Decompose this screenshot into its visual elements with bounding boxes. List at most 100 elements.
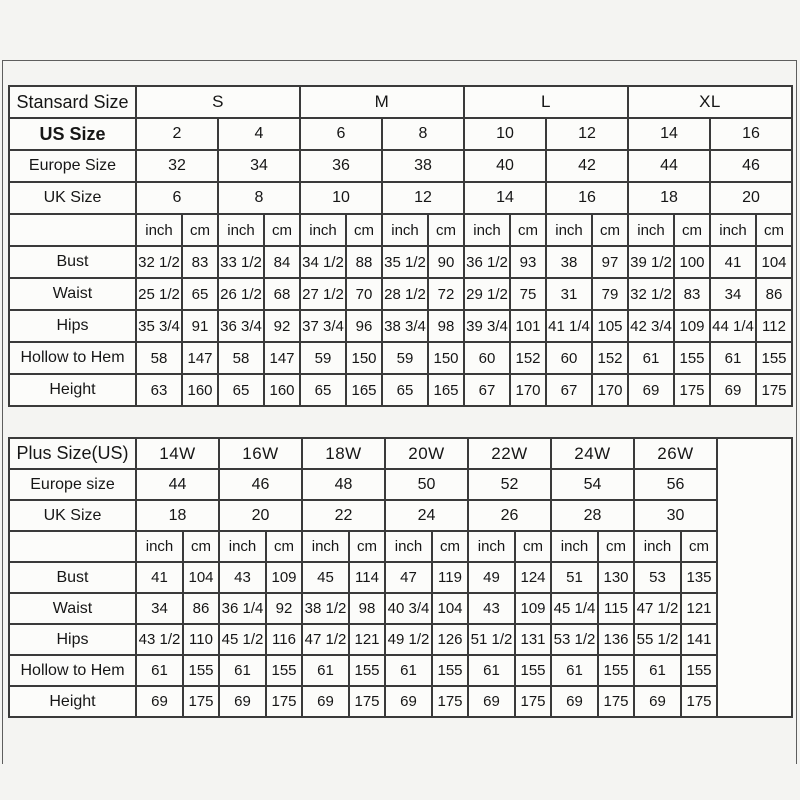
measure-value-cell: 90 [427, 245, 465, 279]
measure-value-cell: 61 [550, 654, 599, 687]
row-label: Bust [8, 245, 137, 279]
measure-value-cell: 65 [217, 373, 265, 407]
size-value-cell: 8 [381, 117, 465, 151]
size-value-cell: 46 [218, 468, 303, 501]
size-value-cell: 20 [709, 181, 793, 215]
measure-value-cell: 141 [680, 623, 718, 656]
table-row: Hips 43 1/2 110 45 1/2 116 47 1/2 121 49 1/2 126… [8, 623, 792, 656]
measure-value-cell: 109 [514, 592, 552, 625]
measure-value-cell: 38 3/4 [381, 309, 429, 343]
measure-value-cell: 165 [345, 373, 383, 407]
measure-value-cell: 45 [301, 561, 350, 594]
size-group-cell: L [463, 85, 629, 119]
size-value-cell: 12 [381, 181, 465, 215]
measure-value-cell: 60 [463, 341, 511, 375]
table-row: Waist 34 86 36 1/4 92 38 1/2 98 40 3/4 104 43 109 4… [8, 592, 792, 625]
table-row: Hips 35 3/4 91 36 3/4 92 37 3/4 96 38 3/4 98 39 3… [8, 309, 793, 343]
measure-value-cell: 155 [755, 341, 793, 375]
measure-value-cell: 155 [514, 654, 552, 687]
measure-value-cell: 155 [182, 654, 220, 687]
measure-value-cell: 155 [680, 654, 718, 687]
unit-cell: cm [755, 213, 793, 247]
measure-value-cell: 69 [384, 685, 433, 718]
size-group-cell: 14W [135, 437, 220, 470]
size-value-cell: 30 [633, 499, 718, 532]
measure-value-cell: 100 [673, 245, 711, 279]
size-value-cell: 12 [545, 117, 629, 151]
row-label: Hollow to Hem [8, 654, 137, 687]
table-row: Waist 25 1/2 65 26 1/2 68 27 1/2 70 28 1/2 72 29 … [8, 277, 793, 311]
table-row: UK Size 18 20 22 24 26 28 30 [8, 499, 792, 532]
measure-value-cell: 42 3/4 [627, 309, 675, 343]
measure-value-cell: 155 [673, 341, 711, 375]
measure-value-cell: 53 1/2 [550, 623, 599, 656]
size-value-cell: 52 [467, 468, 552, 501]
measure-value-cell: 43 [218, 561, 267, 594]
measure-value-cell: 29 1/2 [463, 277, 511, 311]
measure-value-cell: 34 1/2 [299, 245, 347, 279]
measure-value-cell: 83 [673, 277, 711, 311]
measure-value-cell: 91 [181, 309, 219, 343]
size-value-cell: 16 [709, 117, 793, 151]
measure-value-cell: 55 1/2 [633, 623, 682, 656]
size-group-cell: XL [627, 85, 793, 119]
measure-value-cell: 36 3/4 [217, 309, 265, 343]
table-row: inch cm inch cm inch cm inch cm inch cm inch cm inch… [8, 213, 793, 247]
size-group-cell: 26W [633, 437, 718, 470]
measure-value-cell: 31 [545, 277, 593, 311]
measure-value-cell: 51 1/2 [467, 623, 516, 656]
size-value-cell: 50 [384, 468, 469, 501]
measure-value-cell: 61 [384, 654, 433, 687]
row-label: Bust [8, 561, 137, 594]
measure-value-cell: 69 [467, 685, 516, 718]
measure-value-cell: 47 1/2 [301, 623, 350, 656]
measure-value-cell: 155 [265, 654, 303, 687]
measure-value-cell: 47 [384, 561, 433, 594]
measure-value-cell: 79 [591, 277, 629, 311]
measure-value-cell: 34 [709, 277, 757, 311]
measure-value-cell: 130 [597, 561, 635, 594]
measure-value-cell: 61 [467, 654, 516, 687]
measure-value-cell: 83 [181, 245, 219, 279]
measure-value-cell: 105 [591, 309, 629, 343]
measure-value-cell: 58 [217, 341, 265, 375]
measure-value-cell: 49 1/2 [384, 623, 433, 656]
measure-value-cell: 147 [263, 341, 301, 375]
measure-value-cell: 69 [633, 685, 682, 718]
table-row: inch cm inch cm inch cm inch cm inch cm inch cm inch… [8, 530, 792, 563]
measure-value-cell: 49 [467, 561, 516, 594]
measure-value-cell: 101 [509, 309, 547, 343]
row-label: US Size [8, 117, 137, 151]
unit-cell: inch [301, 530, 350, 563]
measure-value-cell: 61 [633, 654, 682, 687]
measure-value-cell: 47 1/2 [633, 592, 682, 625]
measure-value-cell: 65 [181, 277, 219, 311]
measure-value-cell: 65 [381, 373, 429, 407]
measure-value-cell: 59 [299, 341, 347, 375]
unit-cell: inch [299, 213, 347, 247]
table-row: Hollow to Hem 61 155 61 155 61 155 61 155 61 155 61… [8, 654, 792, 687]
size-group-cell: M [299, 85, 465, 119]
table-row: US Size 2 4 6 8 10 12 14 16 [8, 117, 793, 151]
measure-value-cell: 155 [597, 654, 635, 687]
unit-cell: inch [545, 213, 593, 247]
measure-value-cell: 61 [709, 341, 757, 375]
measure-value-cell: 69 [627, 373, 675, 407]
size-group-cell: 20W [384, 437, 469, 470]
unit-cell: inch [217, 213, 265, 247]
measure-value-cell: 27 1/2 [299, 277, 347, 311]
row-label: UK Size [8, 181, 137, 215]
measure-value-cell: 86 [182, 592, 220, 625]
measure-value-cell: 67 [463, 373, 511, 407]
measure-value-cell: 61 [135, 654, 184, 687]
unit-cell: cm [427, 213, 465, 247]
measure-value-cell: 150 [345, 341, 383, 375]
measure-value-cell: 38 [545, 245, 593, 279]
size-value-cell: 24 [384, 499, 469, 532]
measure-value-cell: 104 [755, 245, 793, 279]
measure-value-cell: 109 [265, 561, 303, 594]
measure-value-cell: 104 [431, 592, 469, 625]
table-row: Height 69 175 69 175 69 175 69 175 69 175 69 175 69 17… [8, 685, 792, 718]
measure-value-cell: 155 [431, 654, 469, 687]
size-group-cell: S [135, 85, 301, 119]
